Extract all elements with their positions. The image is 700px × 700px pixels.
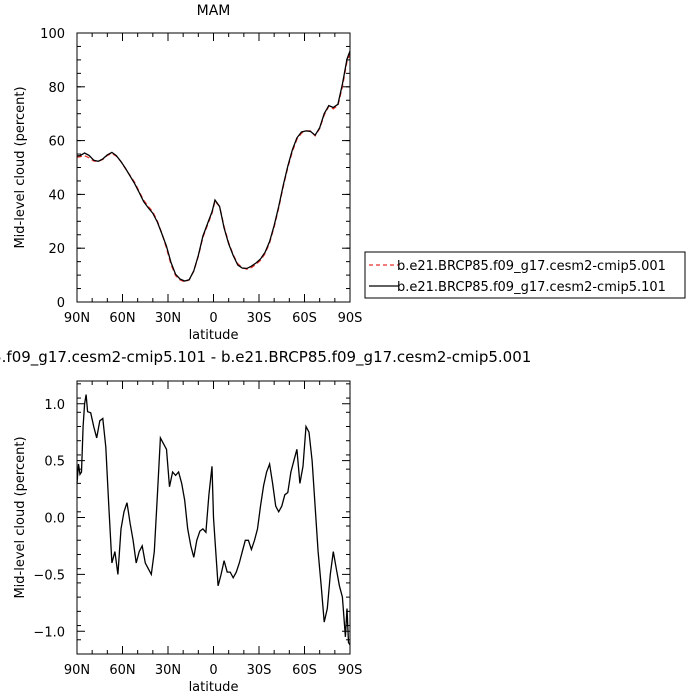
x-tick-label: 30S	[247, 663, 272, 678]
y-tick-label: 80	[48, 81, 65, 96]
x-tick-label: 0	[209, 311, 217, 326]
y-tick-label: 0.5	[44, 455, 65, 470]
x-tick-label: 60S	[292, 663, 317, 678]
y-tick-label: −0.5	[33, 568, 65, 583]
x-tick-label: 60N	[109, 311, 135, 326]
x-tick-label: 30N	[155, 663, 181, 678]
x-tick-label: 0	[209, 663, 217, 678]
legend-box	[364, 251, 686, 299]
chart-title: MAM	[197, 3, 231, 19]
plot-frame	[76, 32, 351, 303]
chart-title: b.e21.BRCP85.f09_g17.cesm2-cmip5.101 - b…	[0, 348, 531, 367]
y-axis-label: Mid-level cloud (percent)	[13, 436, 28, 598]
legend-label: b.e21.BRCP85.f09_g17.cesm2-cmip5.001	[397, 259, 666, 274]
x-axis-label: latitude	[189, 328, 239, 343]
y-tick-label: 0.0	[44, 512, 65, 527]
y-tick-label: 0	[57, 296, 65, 311]
y-tick-label: 60	[48, 135, 65, 150]
x-axis-label: latitude	[189, 680, 239, 695]
x-tick-label: 90N	[64, 663, 90, 678]
x-tick-label: 30N	[155, 311, 181, 326]
legend-label: b.e21.BRCP85.f09_g17.cesm2-cmip5.101	[397, 280, 666, 295]
x-tick-label: 90S	[338, 663, 363, 678]
series-line	[76, 54, 351, 283]
y-axis-label: Mid-level cloud (percent)	[13, 86, 28, 248]
series-line	[76, 394, 351, 646]
y-tick-label: −1.0	[33, 625, 65, 640]
x-tick-label: 60S	[292, 311, 317, 326]
y-tick-label: 1.0	[44, 398, 65, 413]
x-tick-label: 90N	[64, 311, 90, 326]
y-tick-label: 100	[40, 27, 65, 42]
x-tick-label: 90S	[338, 311, 363, 326]
series-line	[76, 50, 351, 282]
plot-frame	[76, 380, 351, 655]
y-tick-label: 40	[48, 188, 65, 203]
x-tick-label: 60N	[109, 663, 135, 678]
y-tick-label: 20	[48, 242, 65, 257]
x-tick-label: 30S	[247, 311, 272, 326]
